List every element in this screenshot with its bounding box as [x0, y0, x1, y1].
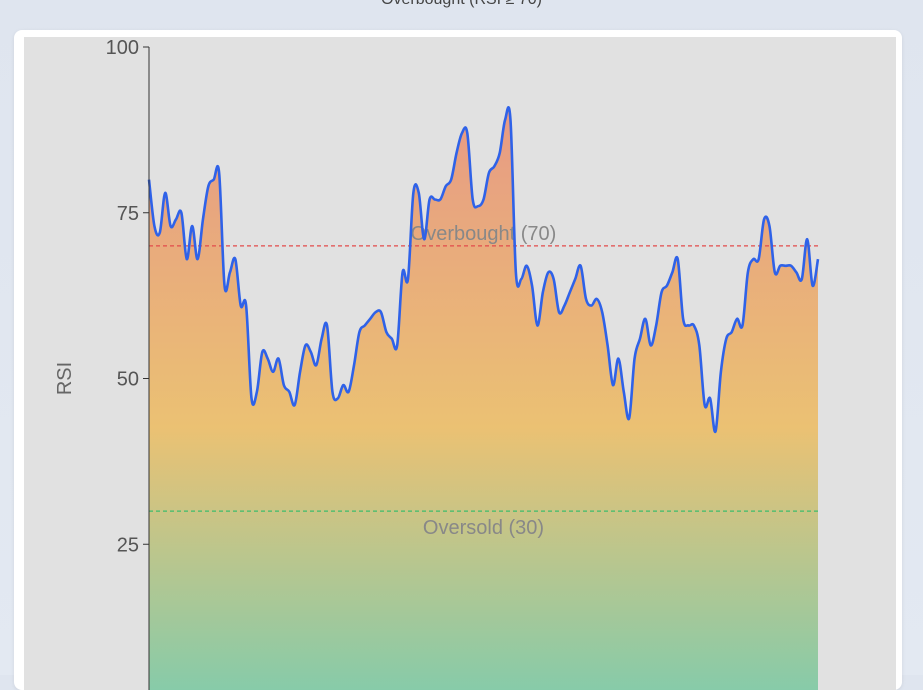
chart-card: Overbought (70) Oversold (30) 25 50 75 100 R…	[14, 30, 902, 690]
overbought-label: Overbought (70)	[411, 223, 557, 245]
partial-title: Overbought (RSI ≥ 70)	[0, 0, 923, 9]
rsi-chart: Overbought (70) Oversold (30) 25 50 75 100 R…	[24, 37, 896, 690]
y-tick-label-100: 100	[106, 37, 139, 59]
y-tick-label-25: 25	[117, 534, 139, 556]
y-tick-label-75: 75	[117, 203, 139, 225]
rsi-area-fill	[149, 107, 818, 690]
y-tick-label-50: 50	[117, 369, 139, 391]
oversold-label: Oversold (30)	[423, 517, 544, 539]
y-axis-title: RSI	[54, 362, 76, 395]
rsi-line	[147, 106, 820, 433]
